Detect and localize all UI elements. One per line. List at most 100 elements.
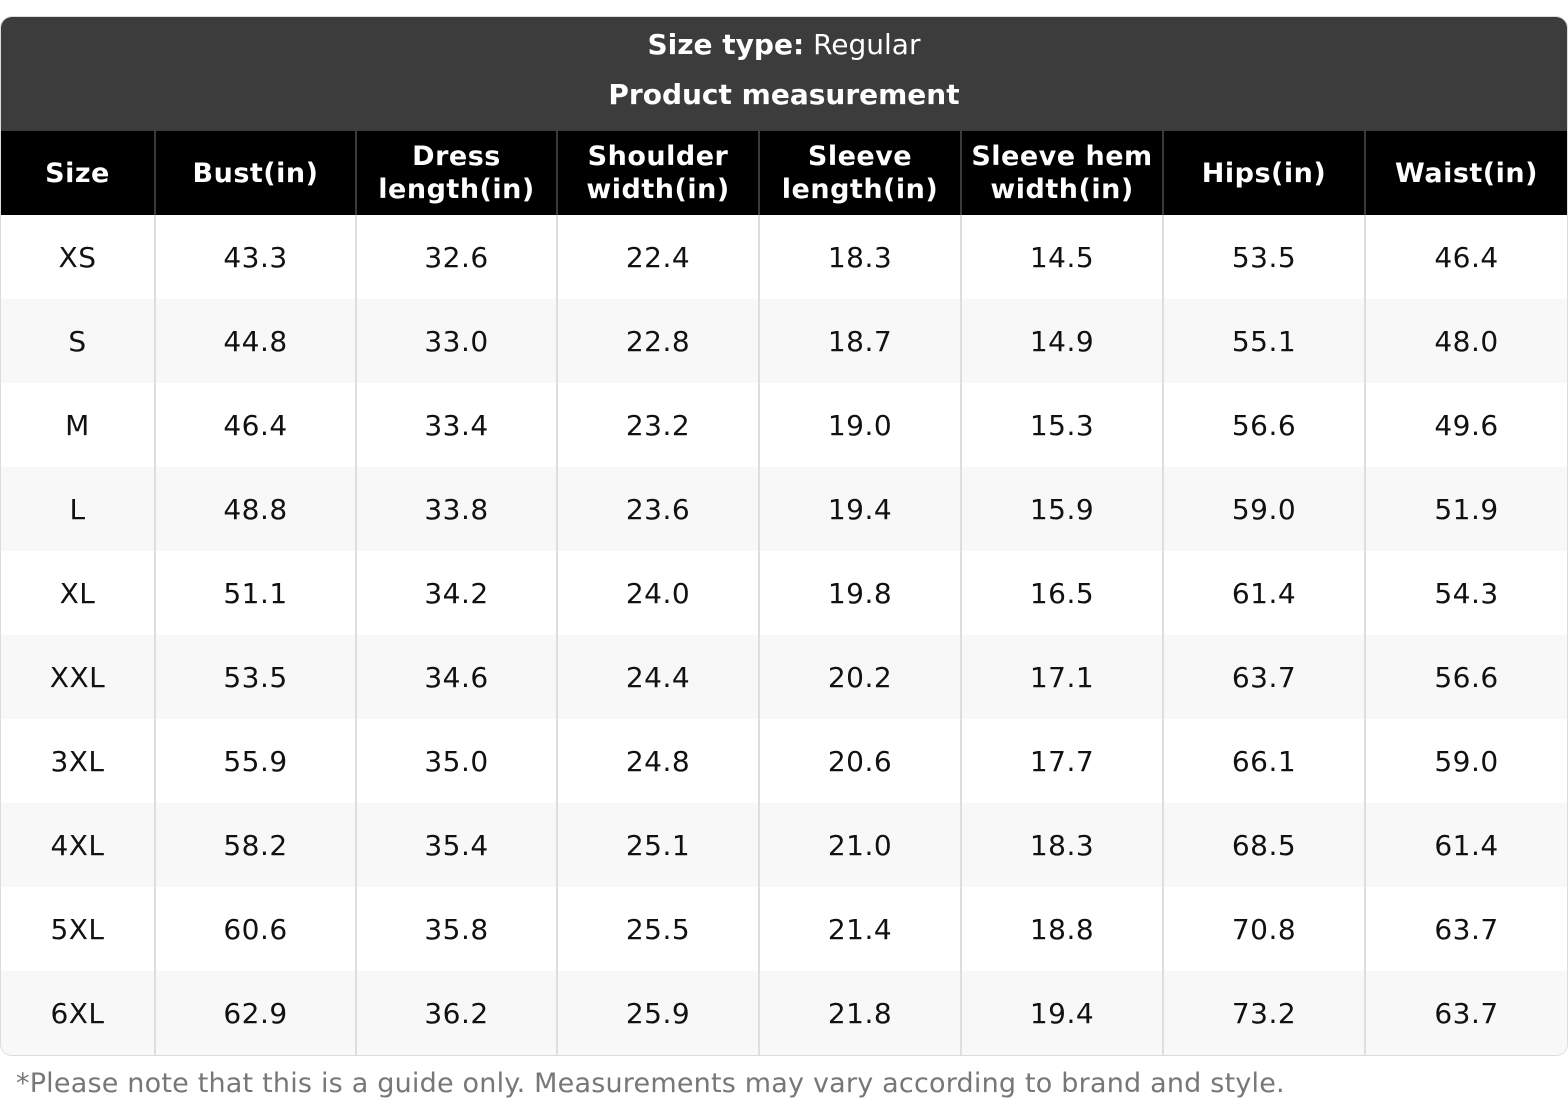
cell-hips: 59.0 (1162, 467, 1365, 551)
cell-size: XL (1, 551, 155, 635)
cell-shoulder-width: 22.4 (556, 215, 759, 299)
cell-bust: 48.8 (154, 467, 356, 551)
cell-shoulder-width: 25.5 (556, 887, 759, 971)
cell-waist: 63.7 (1364, 971, 1567, 1055)
table-header-row: Size Bust(in) Dress length(in) Shoulder … (1, 129, 1567, 215)
cell-bust: 43.3 (154, 215, 356, 299)
cell-dress-length: 33.4 (355, 383, 557, 467)
cell-hips: 61.4 (1162, 551, 1365, 635)
table-row: M 46.4 33.4 23.2 19.0 15.3 56.6 49.6 (1, 383, 1567, 467)
cell-sleeve-hem-width: 18.3 (960, 803, 1163, 887)
cell-size: M (1, 383, 155, 467)
cell-shoulder-width: 25.1 (556, 803, 759, 887)
cell-sleeve-length: 21.4 (758, 887, 961, 971)
cell-dress-length: 33.8 (355, 467, 557, 551)
size-chart-card: Size type: Regular Product measurement S… (0, 16, 1568, 1056)
cell-waist: 56.6 (1364, 635, 1567, 719)
table-row: XL 51.1 34.2 24.0 19.8 16.5 61.4 54.3 (1, 551, 1567, 635)
table-row: XS 43.3 32.6 22.4 18.3 14.5 53.5 46.4 (1, 215, 1567, 299)
cell-sleeve-hem-width: 19.4 (960, 971, 1163, 1055)
cell-sleeve-hem-width: 15.3 (960, 383, 1163, 467)
cell-sleeve-length: 19.8 (758, 551, 961, 635)
size-type-label: Size type: (647, 28, 805, 61)
cell-waist: 49.6 (1364, 383, 1567, 467)
size-type-line: Size type: Regular (1, 17, 1567, 63)
cell-hips: 70.8 (1162, 887, 1365, 971)
cell-sleeve-length: 21.8 (758, 971, 961, 1055)
table-row: 4XL 58.2 35.4 25.1 21.0 18.3 68.5 61.4 (1, 803, 1567, 887)
table-row: 6XL 62.9 36.2 25.9 21.8 19.4 73.2 63.7 (1, 971, 1567, 1055)
cell-waist: 48.0 (1364, 299, 1567, 383)
column-header-hips: Hips(in) (1162, 129, 1365, 215)
cell-sleeve-hem-width: 14.9 (960, 299, 1163, 383)
cell-sleeve-hem-width: 16.5 (960, 551, 1163, 635)
cell-dress-length: 34.2 (355, 551, 557, 635)
cell-sleeve-length: 18.7 (758, 299, 961, 383)
cell-sleeve-hem-width: 18.8 (960, 887, 1163, 971)
column-header-bust: Bust(in) (154, 129, 356, 215)
size-table: Size Bust(in) Dress length(in) Shoulder … (1, 129, 1567, 1055)
cell-sleeve-length: 21.0 (758, 803, 961, 887)
cell-bust: 62.9 (154, 971, 356, 1055)
column-header-sleeve-length: Sleeve length(in) (758, 129, 961, 215)
cell-waist: 46.4 (1364, 215, 1567, 299)
cell-size: XXL (1, 635, 155, 719)
cell-hips: 68.5 (1162, 803, 1365, 887)
cell-sleeve-hem-width: 17.7 (960, 719, 1163, 803)
cell-size: L (1, 467, 155, 551)
column-header-shoulder-width: Shoulder width(in) (556, 129, 759, 215)
table-row: 3XL 55.9 35.0 24.8 20.6 17.7 66.1 59.0 (1, 719, 1567, 803)
table-row: S 44.8 33.0 22.8 18.7 14.9 55.1 48.0 (1, 299, 1567, 383)
cell-sleeve-length: 18.3 (758, 215, 961, 299)
cell-size: XS (1, 215, 155, 299)
cell-size: 6XL (1, 971, 155, 1055)
cell-size: 3XL (1, 719, 155, 803)
cell-waist: 61.4 (1364, 803, 1567, 887)
cell-waist: 54.3 (1364, 551, 1567, 635)
cell-size: 5XL (1, 887, 155, 971)
column-header-sleeve-hem-width: Sleeve hem width(in) (960, 129, 1163, 215)
cell-dress-length: 32.6 (355, 215, 557, 299)
cell-bust: 60.6 (154, 887, 356, 971)
cell-dress-length: 34.6 (355, 635, 557, 719)
cell-shoulder-width: 22.8 (556, 299, 759, 383)
cell-sleeve-length: 20.2 (758, 635, 961, 719)
cell-shoulder-width: 23.6 (556, 467, 759, 551)
cell-dress-length: 35.4 (355, 803, 557, 887)
size-chart-banner: Size type: Regular Product measurement (1, 17, 1567, 129)
cell-hips: 73.2 (1162, 971, 1365, 1055)
cell-bust: 51.1 (154, 551, 356, 635)
table-row: XXL 53.5 34.6 24.4 20.2 17.1 63.7 56.6 (1, 635, 1567, 719)
column-header-waist: Waist(in) (1364, 129, 1567, 215)
size-type-value: Regular (813, 28, 921, 61)
disclaimer-footnote: *Please note that this is a guide only. … (16, 1068, 1285, 1099)
cell-waist: 51.9 (1364, 467, 1567, 551)
cell-dress-length: 35.0 (355, 719, 557, 803)
table-row: L 48.8 33.8 23.6 19.4 15.9 59.0 51.9 (1, 467, 1567, 551)
cell-size: 4XL (1, 803, 155, 887)
cell-dress-length: 35.8 (355, 887, 557, 971)
cell-sleeve-length: 20.6 (758, 719, 961, 803)
cell-waist: 59.0 (1364, 719, 1567, 803)
cell-hips: 56.6 (1162, 383, 1365, 467)
cell-bust: 53.5 (154, 635, 356, 719)
cell-sleeve-hem-width: 17.1 (960, 635, 1163, 719)
cell-bust: 58.2 (154, 803, 356, 887)
cell-sleeve-length: 19.4 (758, 467, 961, 551)
cell-bust: 44.8 (154, 299, 356, 383)
cell-shoulder-width: 24.4 (556, 635, 759, 719)
cell-dress-length: 33.0 (355, 299, 557, 383)
cell-sleeve-hem-width: 14.5 (960, 215, 1163, 299)
cell-shoulder-width: 25.9 (556, 971, 759, 1055)
table-row: 5XL 60.6 35.8 25.5 21.4 18.8 70.8 63.7 (1, 887, 1567, 971)
column-header-size: Size (1, 129, 155, 215)
cell-hips: 55.1 (1162, 299, 1365, 383)
product-measurement-title: Product measurement (608, 78, 960, 111)
cell-sleeve-length: 19.0 (758, 383, 961, 467)
cell-bust: 55.9 (154, 719, 356, 803)
cell-shoulder-width: 23.2 (556, 383, 759, 467)
cell-size: S (1, 299, 155, 383)
column-header-dress-length: Dress length(in) (355, 129, 557, 215)
cell-waist: 63.7 (1364, 887, 1567, 971)
cell-hips: 63.7 (1162, 635, 1365, 719)
